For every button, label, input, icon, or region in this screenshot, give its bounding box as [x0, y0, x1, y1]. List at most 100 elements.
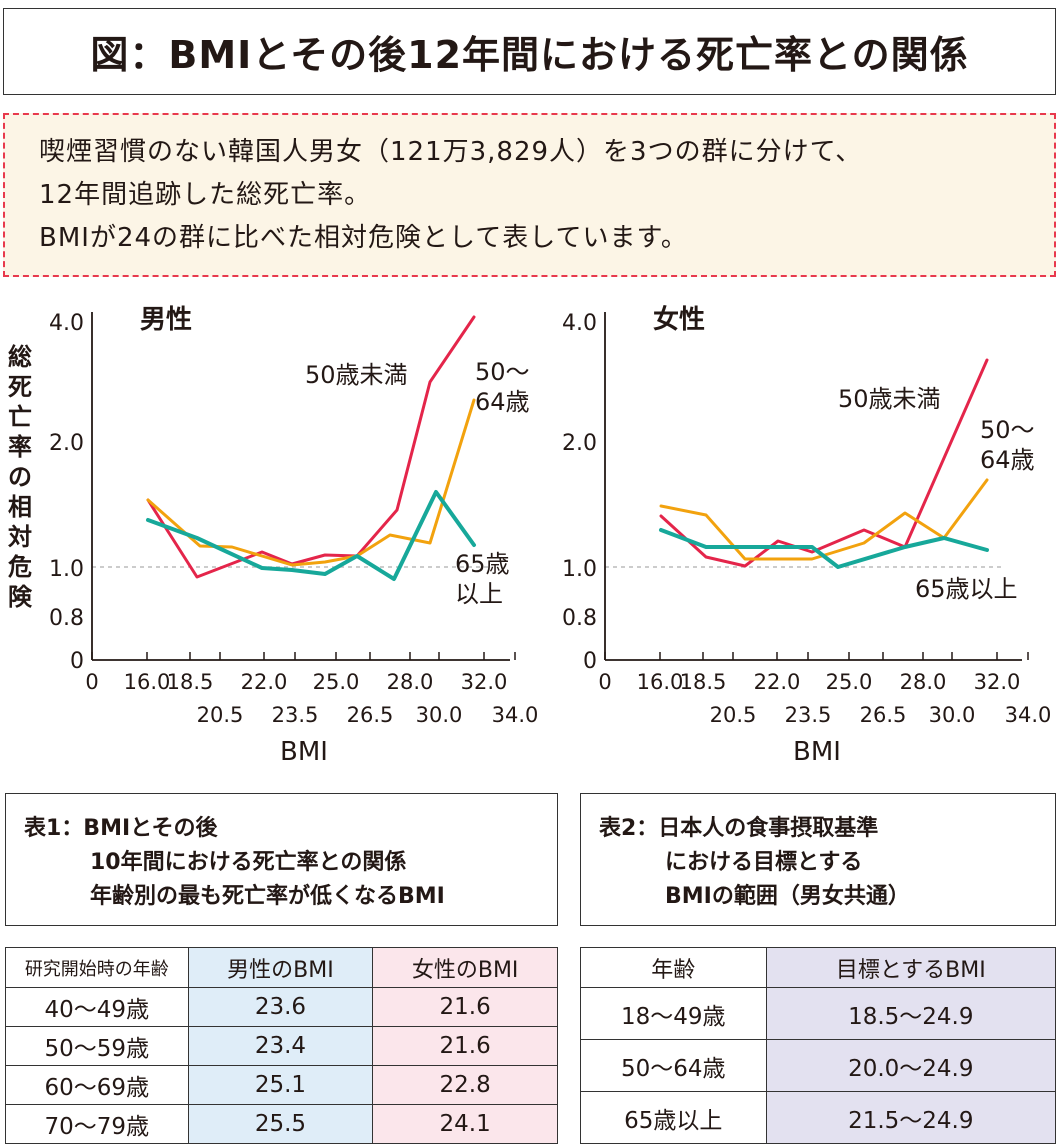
x-tick-label: 30.0: [416, 703, 463, 727]
table1-caption-line: 10年間における死亡率との関係: [90, 850, 407, 875]
y-axis-label-char: 対: [8, 523, 32, 551]
x-tick-label: 28.0: [900, 670, 947, 694]
table2-caption-line: 表2：日本人の食事摂取基準: [599, 816, 879, 841]
table-cell: 20.0～24.9: [765, 1039, 1057, 1092]
series-label: 64歳: [980, 446, 1035, 474]
y-tick-label: 1.0: [562, 557, 597, 582]
x-axis-label: BMI: [280, 737, 328, 767]
x-tick-label: 23.5: [785, 703, 832, 727]
x-tick-label: 26.5: [860, 703, 907, 727]
series-label: 50～: [475, 358, 530, 386]
x-tick-label: 18.5: [167, 670, 214, 694]
series-label: 以上: [455, 580, 503, 608]
table-row: 50～64歳 20.0～24.9: [580, 1039, 1057, 1092]
table-row: 70～79歳 25.5 24.1: [5, 1104, 558, 1144]
x-tick-label: 18.5: [680, 670, 727, 694]
table-cell: 21.6: [372, 1026, 558, 1066]
target-bmi-table: 年齢 目標とするBMI 18～49歳 18.5～24.9 50～64歳 20.0…: [580, 947, 1057, 1144]
y-tick-label: 0: [70, 649, 84, 674]
table-row: 50～59歳 23.4 21.6: [5, 1026, 558, 1066]
table-header-row: 年齢 目標とするBMI: [580, 947, 1057, 988]
x-tick-label: 0: [598, 670, 611, 694]
table-cell: 21.6: [372, 987, 558, 1027]
table-cell: 18.5～24.9: [765, 987, 1057, 1040]
table-header-row: 研究開始時の年齢 男性のBMI 女性のBMI: [5, 947, 558, 988]
table-row: 18～49歳 18.5～24.9: [580, 987, 1057, 1040]
y-tick-label: 2.0: [49, 431, 84, 456]
description-line: BMIが24の群に比べた相対危険として表しています。: [39, 223, 688, 253]
series-label: 65歳: [455, 550, 510, 578]
chart-title: 女性: [653, 304, 705, 335]
description-line: 喫煙習慣のない韓国人男女（121万3,829人）を3つの群に分けて、: [39, 137, 863, 167]
x-tick-label: 32.0: [461, 670, 508, 694]
y-axis-label-char: 死: [8, 373, 32, 401]
series-label: 50歳未満: [838, 385, 941, 413]
y-axis-label-char: 総: [8, 343, 32, 371]
column-header: 女性のBMI: [372, 947, 558, 988]
description-line: 12年間追跡した総死亡率。: [39, 180, 372, 210]
y-tick-label: 2.0: [562, 431, 597, 456]
y-axis-label-char: 相: [8, 493, 32, 521]
table2-caption-line: BMIの範囲（男女共通）: [665, 884, 910, 909]
table-cell: 50～59歳: [5, 1026, 189, 1066]
y-tick-label: 0.8: [562, 606, 597, 631]
column-header: 目標とするBMI: [765, 947, 1057, 988]
series-line-under50: [146, 315, 476, 579]
y-axis-label-char: 危: [8, 553, 32, 581]
y-tick-label: 4.0: [562, 311, 597, 336]
table-cell: 25.5: [187, 1104, 374, 1144]
series-line-age50-64: [659, 478, 989, 561]
x-tick-label: 16.0: [637, 670, 684, 694]
x-tick-label: 20.5: [710, 703, 757, 727]
y-tick-label: 0: [583, 649, 597, 674]
y-axis-label-char: 率: [8, 433, 32, 461]
y-tick-label: 0.8: [49, 606, 84, 631]
table-cell: 70～79歳: [5, 1104, 189, 1144]
table2-caption: 表2：日本人の食事摂取基準 における目標とする BMIの範囲（男女共通）: [580, 793, 1056, 926]
y-tick-label: 4.0: [49, 311, 84, 336]
table1-caption: 表1：BMIとその後 10年間における死亡率との関係 年齢別の最も死亡率が低くな…: [5, 793, 558, 926]
x-tick-label: 28.0: [387, 670, 434, 694]
x-tick-label: 34.0: [492, 703, 539, 727]
column-header: 研究開始時の年齢: [5, 947, 189, 988]
column-header: 男性のBMI: [187, 947, 374, 988]
table-cell: 23.4: [187, 1026, 374, 1066]
table-cell: 18～49歳: [580, 987, 767, 1040]
description-box: 喫煙習慣のない韓国人男女（121万3,829人）を3つの群に分けて、 12年間追…: [3, 113, 1056, 277]
table-cell: 22.8: [372, 1065, 558, 1105]
table-cell: 24.1: [372, 1104, 558, 1144]
table-cell: 60～69歳: [5, 1065, 189, 1105]
x-tick-label: 22.0: [241, 670, 288, 694]
x-tick-label: 22.0: [754, 670, 801, 694]
x-tick-label: 26.5: [347, 703, 394, 727]
table-row: 65歳以上 21.5～24.9: [580, 1091, 1057, 1144]
y-axis-label-char: の: [8, 463, 32, 491]
table-cell: 40～49歳: [5, 987, 189, 1027]
table-cell: 21.5～24.9: [765, 1091, 1057, 1144]
series-label: 64歳: [475, 388, 530, 416]
table1-caption-line: 年齢別の最も死亡率が低くなるBMI: [90, 884, 445, 909]
series-label: 50歳未満: [305, 361, 408, 389]
table1-caption-line: 表1：BMIとその後: [24, 816, 218, 841]
y-tick-label: 1.0: [49, 557, 84, 582]
table2-caption-line: における目標とする: [665, 850, 863, 875]
series-line-age50-64: [146, 398, 476, 567]
x-tick-label: 30.0: [929, 703, 976, 727]
table-cell: 50～64歳: [580, 1039, 767, 1092]
table-row: 40～49歳 23.6 21.6: [5, 987, 558, 1027]
x-tick-label: 23.5: [272, 703, 319, 727]
x-tick-label: 0: [85, 670, 98, 694]
column-header: 年齢: [580, 947, 767, 988]
x-tick-label: 25.0: [826, 670, 873, 694]
table-cell: 25.1: [187, 1065, 374, 1105]
chart-title: 男性: [140, 305, 192, 335]
series-label: 65歳以上: [915, 575, 1018, 603]
x-tick-label: 32.0: [974, 670, 1021, 694]
x-tick-label: 16.0: [124, 670, 171, 694]
table-cell: 65歳以上: [580, 1091, 767, 1144]
series-line-over65: [146, 490, 476, 581]
series-line-over65: [659, 528, 989, 569]
x-tick-label: 34.0: [1005, 703, 1052, 727]
y-axis-label-char: 亡: [8, 403, 32, 431]
